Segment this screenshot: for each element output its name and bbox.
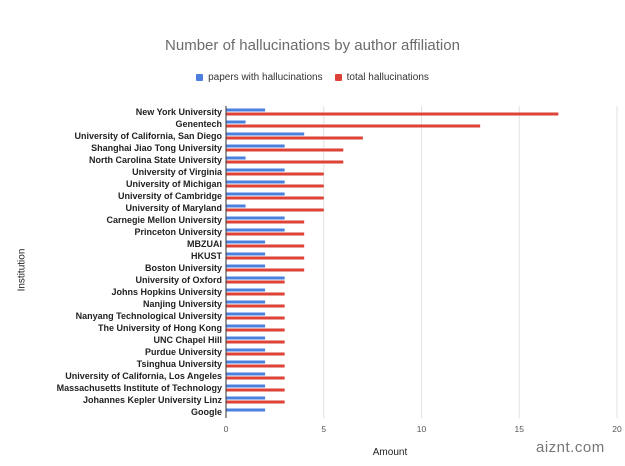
- category-label: Tsinghua University: [137, 359, 222, 369]
- bar-papers: [226, 384, 266, 388]
- category-label: New York University: [136, 107, 222, 117]
- category-label: University of Virginia: [132, 167, 223, 177]
- category-label: Google: [191, 407, 222, 417]
- category-label: HKUST: [191, 251, 223, 261]
- category-label: Johns Hopkins University: [111, 287, 222, 297]
- bar-total: [226, 328, 285, 332]
- category-label: University of Oxford: [135, 275, 222, 285]
- category-label: The University of Hong Kong: [98, 323, 222, 333]
- bar-papers: [226, 312, 266, 316]
- bar-papers: [226, 348, 266, 352]
- bar-total: [226, 304, 285, 308]
- category-label: MBZUAI: [187, 239, 222, 249]
- category-label: North Carolina State University: [89, 155, 222, 165]
- chart-title: Number of hallucinations by author affil…: [165, 37, 460, 54]
- bar-papers: [226, 228, 285, 232]
- bar-papers: [226, 192, 285, 196]
- bar-total: [226, 364, 285, 368]
- bar-total: [226, 136, 363, 140]
- bar-total: [226, 352, 285, 356]
- bar-papers: [226, 252, 266, 256]
- bar-total: [226, 400, 285, 404]
- bar-papers: [226, 132, 305, 136]
- bar-papers: [226, 288, 266, 292]
- bar-total: [226, 256, 305, 260]
- bar-total: [226, 184, 324, 188]
- bar-total: [226, 268, 305, 272]
- bar-total: [226, 340, 285, 344]
- legend: papers with hallucinations total halluci…: [0, 72, 625, 83]
- category-label: University of Michigan: [126, 179, 222, 189]
- bar-papers: [226, 360, 266, 364]
- bar-papers: [226, 168, 285, 172]
- x-tick-label: 0: [224, 424, 229, 434]
- bar-total: [226, 124, 481, 128]
- category-label: Shanghai Jiao Tong University: [91, 143, 222, 153]
- category-label: Carnegie Mellon University: [106, 215, 222, 225]
- bar-papers: [226, 300, 266, 304]
- bar-papers: [226, 216, 285, 220]
- bar-papers: [226, 336, 266, 340]
- category-label: University of California, Los Angeles: [65, 371, 222, 381]
- x-tick-label: 15: [515, 424, 525, 434]
- bar-total: [226, 220, 305, 224]
- category-label: University of Cambridge: [118, 191, 222, 201]
- bar-papers: [226, 204, 246, 208]
- bar-total: [226, 244, 305, 248]
- bar-papers: [226, 180, 285, 184]
- bar-papers: [226, 240, 266, 244]
- bar-papers: [226, 144, 285, 148]
- bar-papers: [226, 276, 285, 280]
- category-label: Johannes Kepler University Linz: [83, 395, 223, 405]
- category-label: Genentech: [175, 119, 222, 129]
- legend-item-total: total hallucinations: [334, 72, 429, 83]
- bar-papers: [226, 108, 266, 112]
- bar-total: [226, 280, 285, 284]
- bar-total: [226, 316, 285, 320]
- bar-papers: [226, 408, 266, 412]
- bar-papers: [226, 264, 266, 268]
- bar-papers: [226, 120, 246, 124]
- legend-item-papers: papers with hallucinations: [196, 72, 323, 83]
- bar-total: [226, 160, 344, 164]
- watermark: aiznt.com: [536, 439, 605, 456]
- bar-total: [226, 112, 559, 116]
- bar-total: [226, 148, 344, 152]
- x-tick-label: 20: [612, 424, 622, 434]
- bar-papers: [226, 324, 266, 328]
- x-tick-label: 5: [321, 424, 326, 434]
- category-label: Princeton University: [134, 227, 222, 237]
- bar-papers: [226, 372, 266, 376]
- bar-total: [226, 292, 285, 296]
- bar-total: [226, 388, 285, 392]
- category-label: Nanjing University: [143, 299, 222, 309]
- x-tick-label: 10: [417, 424, 427, 434]
- bar-total: [226, 172, 324, 176]
- category-label: Purdue University: [145, 347, 222, 357]
- bar-total: [226, 196, 324, 200]
- category-label: University of Maryland: [125, 203, 222, 213]
- legend-swatch-total: [334, 74, 342, 81]
- legend-swatch-papers: [196, 74, 204, 81]
- category-label: University of California, San Diego: [74, 131, 222, 141]
- category-label: Massachusetts Institute of Technology: [57, 383, 222, 393]
- legend-label-total: total hallucinations: [346, 72, 429, 83]
- category-label: UNC Chapel Hill: [153, 335, 222, 345]
- legend-label-papers: papers with hallucinations: [208, 72, 323, 83]
- bar-papers: [226, 156, 246, 160]
- category-label: Boston University: [145, 263, 222, 273]
- category-label: Nanyang Technological University: [76, 311, 222, 321]
- bar-total: [226, 232, 305, 236]
- bar-total: [226, 376, 285, 380]
- y-axis-label: Institution: [16, 248, 28, 292]
- bar-papers: [226, 396, 266, 400]
- bar-total: [226, 208, 324, 212]
- x-axis-label: Amount: [372, 447, 408, 458]
